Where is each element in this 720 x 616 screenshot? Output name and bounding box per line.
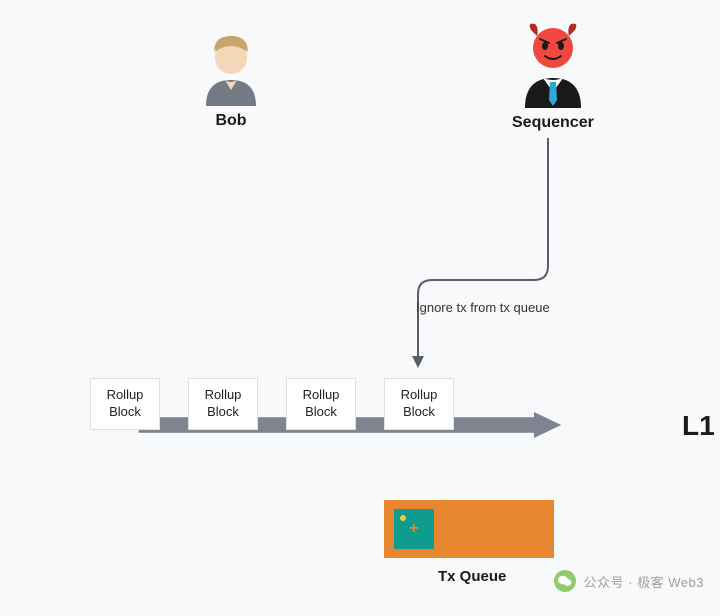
rollup-block-label-top: Rollup xyxy=(303,387,340,404)
tx-queue-label: Tx Queue xyxy=(438,568,506,585)
actor-sequencer: Sequencer xyxy=(512,22,594,132)
actor-bob-label: Bob xyxy=(215,112,246,130)
rollup-block-label-top: Rollup xyxy=(401,387,438,404)
bob-avatar-icon xyxy=(200,32,262,106)
tx-queue-box: + xyxy=(384,500,554,558)
tx-queue-item-icon: + xyxy=(394,509,434,549)
edge-sequencer-to-block xyxy=(0,0,720,616)
rollup-block: Rollup Block xyxy=(188,378,258,430)
actor-sequencer-label: Sequencer xyxy=(512,114,594,132)
edge-label-ignore-tx: Ignore tx from tx queue xyxy=(416,300,550,315)
actor-bob: Bob xyxy=(200,32,262,130)
wechat-icon xyxy=(554,570,576,592)
rollup-block-label-top: Rollup xyxy=(205,387,242,404)
timeline-label-l1: L1 xyxy=(682,410,715,442)
rollup-block-label-bottom: Block xyxy=(403,404,435,421)
rollup-block-label-bottom: Block xyxy=(109,404,141,421)
rollup-block: Rollup Block xyxy=(384,378,454,430)
sequencer-devil-icon xyxy=(517,22,589,108)
watermark: 公众号 · 极客 Web3 xyxy=(554,570,704,592)
rollup-block-label-bottom: Block xyxy=(305,404,337,421)
rollup-block-label-top: Rollup xyxy=(107,387,144,404)
rollup-block: Rollup Block xyxy=(90,378,160,430)
rollup-block-label-bottom: Block xyxy=(207,404,239,421)
rollup-block: Rollup Block xyxy=(286,378,356,430)
watermark-text: 公众号 · 极客 Web3 xyxy=(584,572,704,591)
